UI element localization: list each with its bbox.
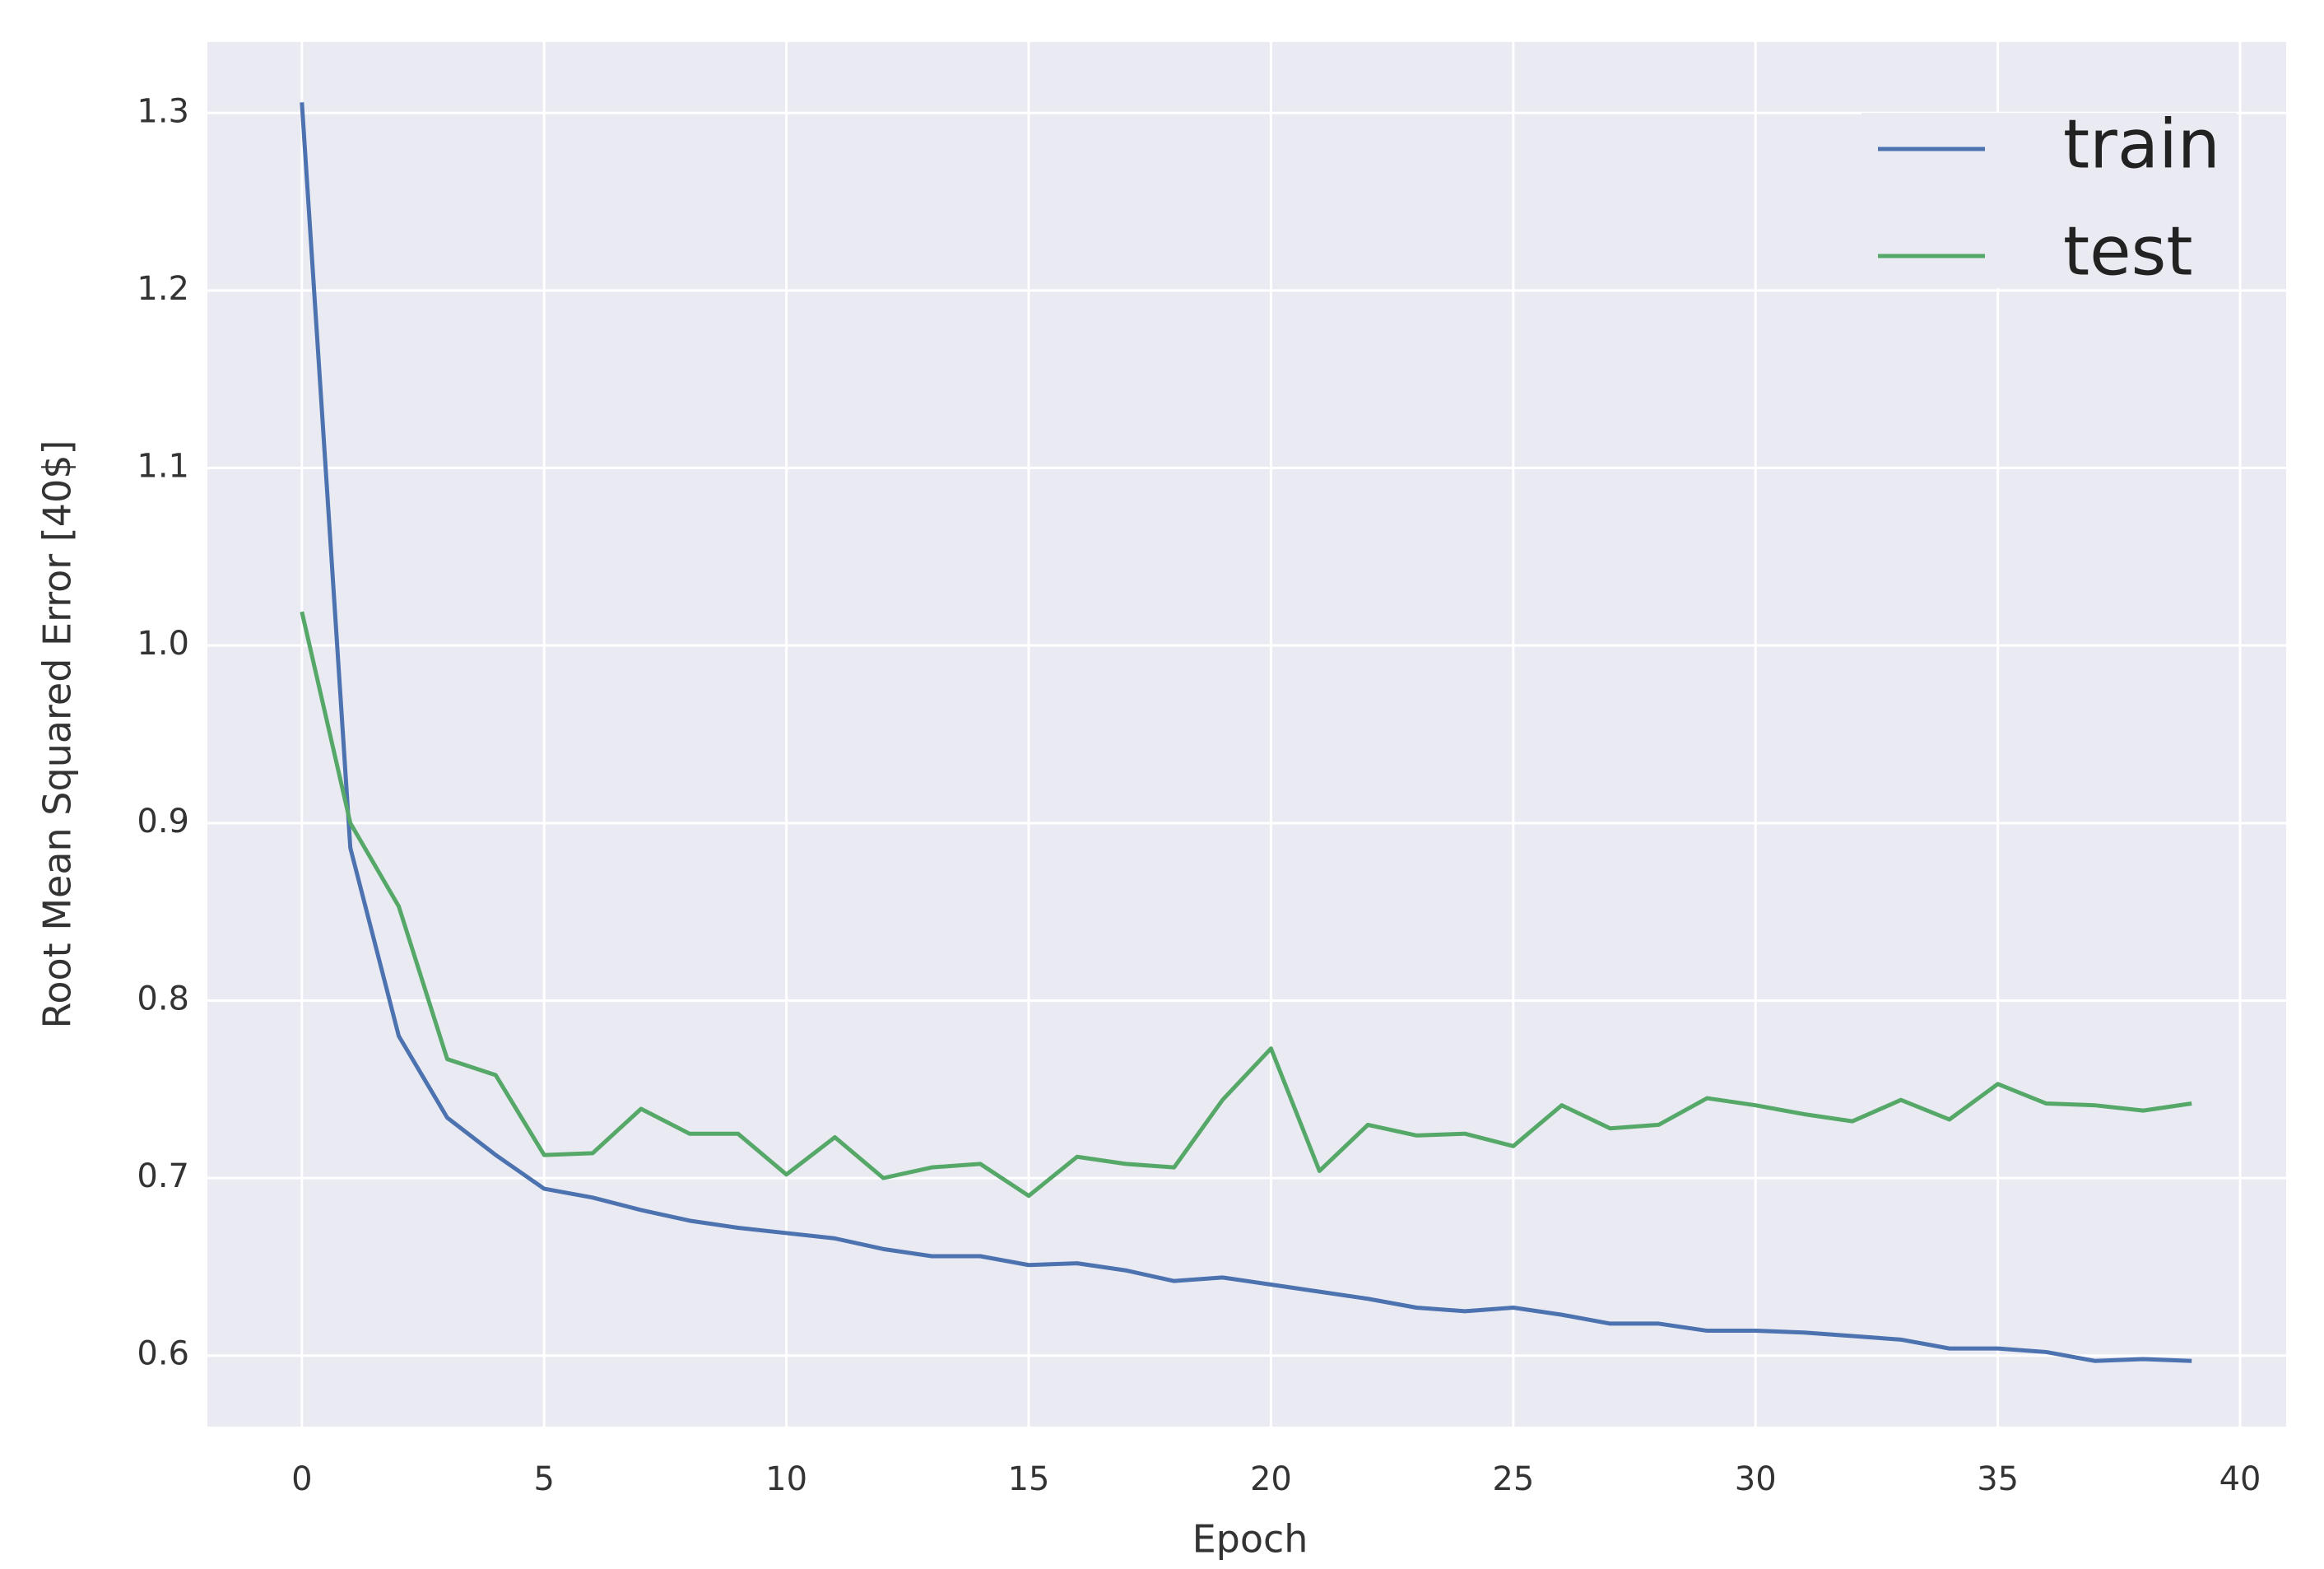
y-tick-label: 0.8 [137, 980, 189, 1017]
y-tick-label: 1.1 [137, 448, 189, 486]
x-tick-label: 0 [291, 1460, 312, 1498]
x-tick-label: 35 [1977, 1460, 2019, 1498]
x-tick-label: 5 [533, 1460, 554, 1498]
line-train [300, 102, 2192, 1363]
y-tick-label: 0.6 [137, 1335, 189, 1373]
x-tick-label: 10 [765, 1460, 807, 1498]
x-tick-label: 15 [1008, 1460, 1050, 1498]
x-tick-label: 25 [1492, 1460, 1534, 1498]
x-tick-label: 40 [2219, 1460, 2261, 1498]
legend-box [1862, 113, 2237, 288]
line-test [300, 611, 2192, 1199]
legend-label: train [2063, 105, 2220, 184]
y-tick-label: 0.9 [137, 803, 189, 840]
x-axis-label: Epoch [1192, 1517, 1308, 1562]
y-tick-label: 1.2 [137, 270, 189, 308]
y-tick-label: 1.3 [137, 92, 189, 130]
y-axis-label: Root Mean Squared Error [40$] [35, 440, 80, 1029]
x-tick-label: 30 [1735, 1460, 1777, 1498]
y-tick-label: 1.0 [137, 625, 189, 663]
y-tick-label: 0.7 [137, 1157, 189, 1195]
x-tick-label: 20 [1250, 1460, 1292, 1498]
legend-label: test [2063, 212, 2192, 291]
